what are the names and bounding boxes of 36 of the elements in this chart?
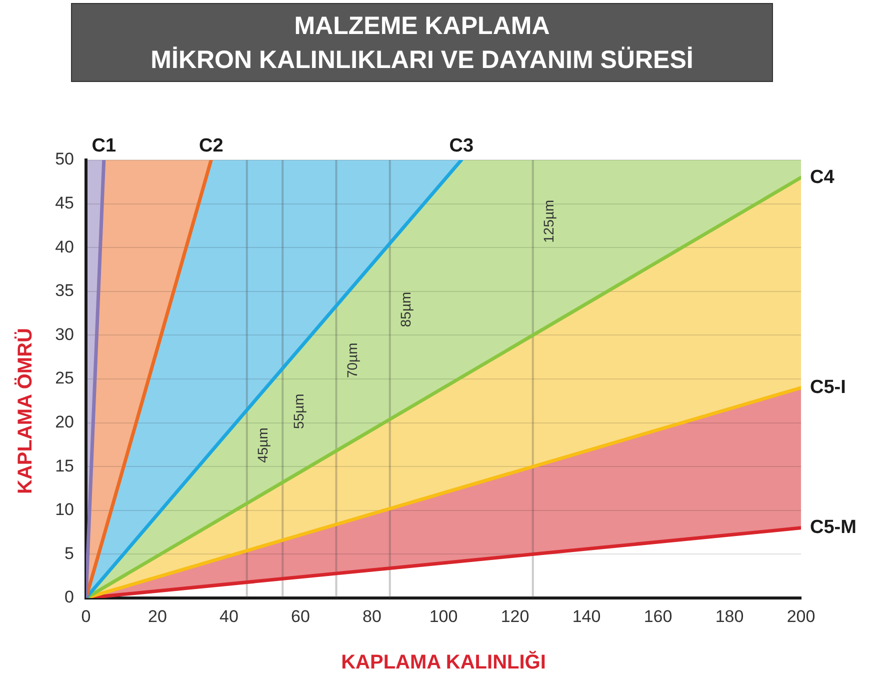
ref-line-label: 125µm bbox=[540, 200, 557, 243]
series-label: C1 bbox=[92, 136, 116, 157]
series-label: C4 bbox=[810, 166, 835, 188]
y-tick-label: 50 bbox=[55, 150, 74, 169]
y-tick-label: 25 bbox=[55, 368, 74, 388]
y-tick-label: 0 bbox=[64, 588, 74, 607]
series-label: C3 bbox=[449, 136, 474, 157]
x-tick-label: 80 bbox=[362, 606, 382, 626]
x-tick-label: 100 bbox=[429, 606, 458, 626]
x-tick-label: 140 bbox=[572, 606, 601, 626]
x-tick-label: 60 bbox=[291, 606, 310, 626]
y-tick-label: 45 bbox=[55, 193, 74, 212]
y-tick-label: 30 bbox=[55, 324, 74, 344]
y-tick-label: 15 bbox=[55, 456, 74, 476]
y-tick-label: 20 bbox=[55, 412, 74, 432]
y-tick-label: 35 bbox=[55, 281, 74, 300]
x-tick-label: 180 bbox=[715, 606, 744, 626]
series-label: C5-I bbox=[810, 376, 846, 398]
x-tick-label: 20 bbox=[148, 606, 167, 626]
ref-line-label: 45µm bbox=[254, 428, 271, 463]
series-label: C5-M bbox=[810, 517, 856, 538]
y-tick-label: 40 bbox=[55, 237, 74, 256]
y-tick-label: 5 bbox=[64, 544, 74, 563]
x-axis-title: KAPLAMA KALINLIĞI bbox=[341, 650, 546, 674]
y-axis-title: KAPLAMA ÖMRÜ bbox=[14, 328, 37, 494]
y-tick-label: 10 bbox=[55, 500, 74, 520]
ref-line-label: 55µm bbox=[290, 394, 306, 429]
chart-title: MALZEME KAPLAMA MİKRON KALINLIKLARI VE DAYANIM SÜRESİ bbox=[71, 3, 773, 82]
x-tick-label: 0 bbox=[81, 606, 91, 626]
x-tick-label: 120 bbox=[500, 606, 530, 626]
x-tick-label: 160 bbox=[644, 606, 672, 626]
ref-line-label: 70µm bbox=[344, 342, 360, 378]
x-tick-label: 200 bbox=[786, 606, 816, 626]
series-label: C2 bbox=[198, 136, 224, 157]
ref-line-label: 85µm bbox=[398, 292, 414, 328]
x-tick-label: 40 bbox=[220, 606, 238, 626]
